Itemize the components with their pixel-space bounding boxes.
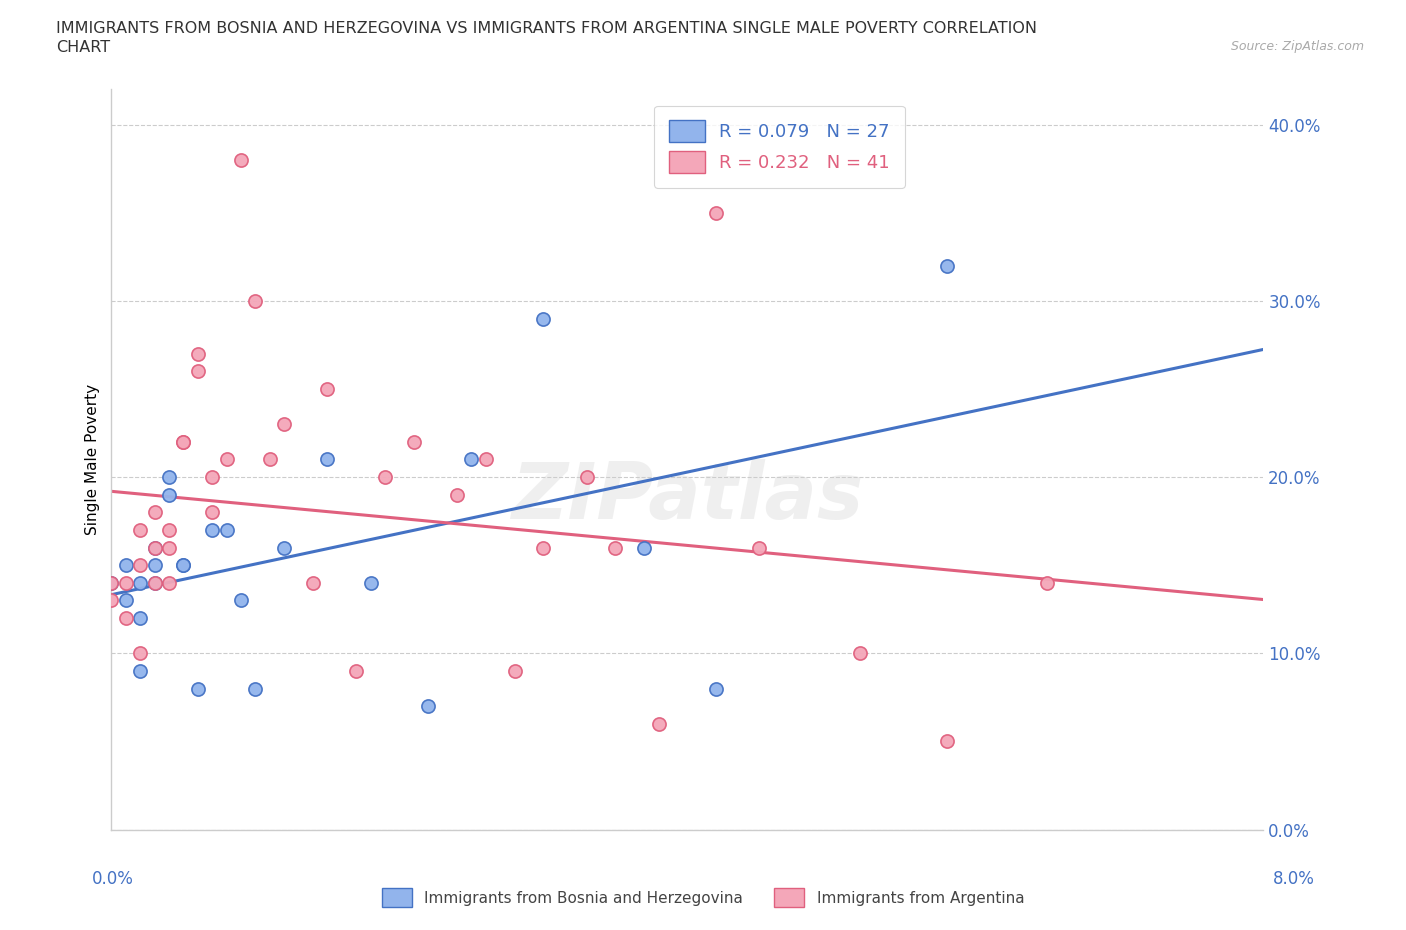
Text: Source: ZipAtlas.com: Source: ZipAtlas.com: [1230, 40, 1364, 53]
Point: [201, 505, 224, 520]
Point: [935, 259, 957, 273]
Text: 0.0%: 0.0%: [91, 870, 134, 887]
Point: [187, 364, 209, 379]
Point: [201, 470, 224, 485]
Point: [531, 311, 554, 325]
Point: [575, 470, 598, 485]
Point: [849, 646, 872, 661]
Point: [633, 540, 655, 555]
Point: [344, 663, 367, 678]
Point: [114, 558, 136, 573]
Point: [229, 593, 252, 608]
Legend: Immigrants from Bosnia and Herzegovina, Immigrants from Argentina: Immigrants from Bosnia and Herzegovina, …: [375, 883, 1031, 913]
Point: [503, 663, 526, 678]
Point: [273, 417, 295, 432]
Point: [647, 716, 669, 731]
Y-axis label: Single Male Poverty: Single Male Poverty: [86, 384, 100, 535]
Point: [157, 487, 180, 502]
Point: [1036, 576, 1059, 591]
Point: [531, 540, 554, 555]
Point: [100, 576, 122, 591]
Point: [316, 381, 339, 396]
Point: [157, 470, 180, 485]
Point: [157, 540, 180, 555]
Point: [187, 346, 209, 361]
Point: [245, 681, 267, 696]
Point: [302, 576, 325, 591]
Point: [374, 470, 396, 485]
Point: [360, 576, 382, 591]
Point: [129, 576, 152, 591]
Point: [215, 523, 238, 538]
Point: [229, 153, 252, 167]
Point: [114, 611, 136, 626]
Point: [187, 681, 209, 696]
Point: [201, 523, 224, 538]
Point: [100, 593, 122, 608]
Point: [143, 576, 166, 591]
Legend: R = 0.079   N = 27, R = 0.232   N = 41: R = 0.079 N = 27, R = 0.232 N = 41: [655, 106, 904, 188]
Point: [935, 734, 957, 749]
Point: [129, 523, 152, 538]
Point: [143, 540, 166, 555]
Point: [402, 434, 425, 449]
Point: [114, 593, 136, 608]
Point: [114, 576, 136, 591]
Text: 8.0%: 8.0%: [1272, 870, 1315, 887]
Point: [475, 452, 498, 467]
Point: [129, 646, 152, 661]
Point: [273, 540, 295, 555]
Text: ZIPatlas: ZIPatlas: [512, 458, 863, 535]
Point: [245, 294, 267, 309]
Text: IMMIGRANTS FROM BOSNIA AND HERZEGOVINA VS IMMIGRANTS FROM ARGENTINA SINGLE MALE : IMMIGRANTS FROM BOSNIA AND HERZEGOVINA V…: [56, 21, 1038, 36]
Point: [172, 558, 194, 573]
Point: [143, 558, 166, 573]
Point: [129, 611, 152, 626]
Point: [704, 681, 727, 696]
Point: [704, 206, 727, 220]
Text: CHART: CHART: [56, 40, 110, 55]
Point: [446, 487, 468, 502]
Point: [172, 434, 194, 449]
Point: [259, 452, 281, 467]
Point: [143, 540, 166, 555]
Point: [100, 576, 122, 591]
Point: [748, 540, 770, 555]
Point: [143, 576, 166, 591]
Point: [605, 540, 627, 555]
Point: [172, 434, 194, 449]
Point: [172, 558, 194, 573]
Point: [129, 558, 152, 573]
Point: [143, 505, 166, 520]
Point: [418, 698, 440, 713]
Point: [157, 576, 180, 591]
Point: [215, 452, 238, 467]
Point: [157, 523, 180, 538]
Point: [316, 452, 339, 467]
Point: [129, 663, 152, 678]
Point: [460, 452, 482, 467]
